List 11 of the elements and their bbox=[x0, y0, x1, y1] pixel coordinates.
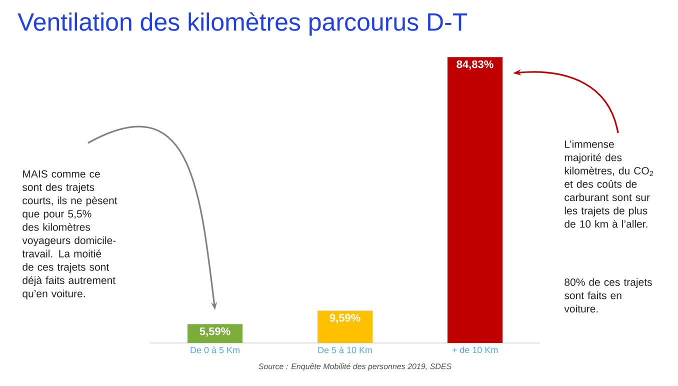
data-label: 5,59% bbox=[200, 327, 230, 337]
source-note: Source : Enquête Mobilité des personnes 2019, SDES bbox=[258, 363, 452, 371]
text: L’immense majorité des kilomètres, du CO$_{2}$ et des coûts de carburant sont sur les trajets de plus de 10 km à l’aller. bbox=[564, 140, 654, 228]
text: MAIS comme ce sont des trajets courts, ils ne pèsent que pour 5,5% des kilomètres voyageurs domicile-travail. La moitié de ces trajets sont déjà faits autrement qu’en voiture. bbox=[22, 170, 118, 300]
data-label: 84,83% bbox=[456, 60, 494, 70]
text: 80% de ces trajets sont faits en voiture. bbox=[564, 278, 652, 313]
chart-title: Ventilation des kilomètres parcourus D-T bbox=[18, 12, 468, 36]
data-label: 9,59% bbox=[330, 314, 360, 324]
x-tick-label: + de 10 Km bbox=[452, 346, 498, 354]
x-tick-label: De 5 à 10 Km bbox=[318, 346, 372, 354]
x-tick-label: De 0 à 5 Km bbox=[190, 346, 240, 354]
